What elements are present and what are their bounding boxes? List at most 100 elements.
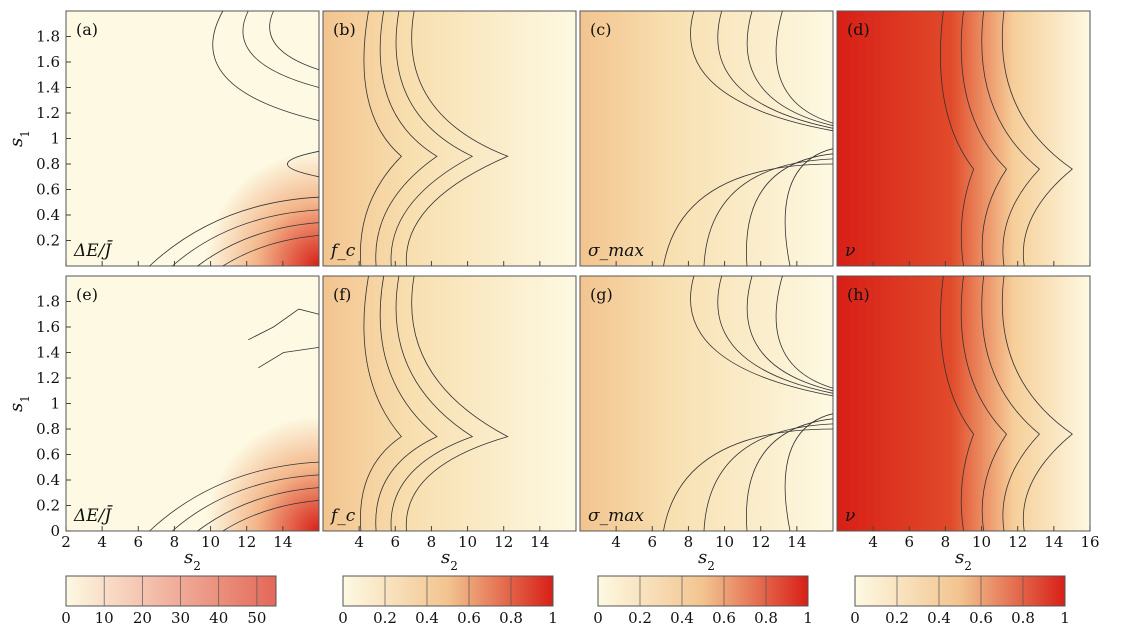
contour-line: [746, 10, 834, 127]
x-tick-label: 8: [427, 533, 437, 551]
colorbar-tick-label: 0.2: [885, 609, 909, 627]
panel-label: (b): [333, 20, 356, 39]
colorbar-tick-label: 0: [61, 609, 71, 627]
contour-line: [960, 275, 1008, 532]
panel-frame: [579, 10, 834, 267]
heatmap-field: [323, 276, 576, 531]
colorbar-3: 0 0.2 0.4 0.6 0.8 1: [850, 575, 1070, 627]
x-tick-label: 10: [972, 533, 991, 551]
x-tick-label: 6: [648, 533, 658, 551]
contour-line: [149, 461, 320, 532]
contour-line: [242, 10, 320, 88]
x-tick-label: 8: [941, 533, 951, 551]
x-tick-label: 14: [787, 533, 806, 551]
colorbar-tick-label: 40: [209, 609, 228, 627]
x-tick-label: 4: [97, 533, 107, 551]
contour-line: [375, 275, 438, 532]
x-axis-title: s2: [955, 547, 972, 573]
contour-line: [258, 347, 320, 369]
contour-line: [287, 150, 320, 178]
x-axis-title: s2: [698, 547, 715, 573]
colorbar-tick-label: 0.4: [927, 609, 951, 627]
panel-label: (f): [333, 285, 351, 304]
y-tick-label: 1: [50, 395, 60, 413]
panel-d: (d) ν: [836, 10, 1091, 267]
axes: 0.20.40.60.811.21.41.61.82 4 6 8 10 12 14s200.…: [6, 28, 1100, 574]
x-tick-label: 12: [1008, 533, 1027, 551]
panel-frame: [579, 275, 834, 532]
contour-line: [222, 235, 320, 267]
colorbar-tick-label: 0.4: [415, 609, 439, 627]
y-tick-label: 1: [50, 130, 60, 148]
x-tick-label: 16: [1080, 533, 1099, 551]
colorbar-tick-label: 0.8: [1011, 609, 1035, 627]
quantity-label: ν: [845, 241, 855, 261]
colorbar-tick-label: 0: [593, 609, 603, 627]
colorbar-tick-label: 1: [548, 609, 558, 627]
y-tick-label: 0.2: [36, 497, 60, 515]
contour-lines: [663, 275, 834, 532]
panel-f: (f) f_c: [322, 275, 577, 532]
x-tick-label: 6: [905, 533, 915, 551]
contour-line: [172, 474, 320, 532]
x-axis-title: s2: [184, 547, 201, 573]
colorbar-tick-label: 0.2: [628, 609, 652, 627]
x-tick-label: 6: [134, 533, 144, 551]
x-tick-label: 14: [1044, 533, 1063, 551]
contour-line: [940, 10, 975, 267]
y-tick-label: 0.4: [36, 471, 60, 489]
colorbar-tick-label: 10: [95, 609, 114, 627]
x-tick-label: 6: [391, 533, 401, 551]
contour-line: [405, 10, 509, 267]
colorbar-0: 0 10 20 30 40 50: [61, 575, 277, 627]
contour-line: [269, 10, 320, 71]
contour-line: [775, 10, 834, 124]
contour-line: [1001, 275, 1073, 532]
x-tick-label: 4: [354, 533, 364, 551]
x-tick-label: 10: [715, 533, 734, 551]
contour-line: [360, 10, 402, 267]
x-tick-label: 14: [530, 533, 549, 551]
colorbar-tick-label: 0.4: [670, 609, 694, 627]
contour-line: [1001, 10, 1073, 267]
panel-label: (g): [590, 285, 613, 304]
colorbar-tick-label: 0.2: [373, 609, 397, 627]
colorbar-tick-label: 0: [338, 609, 348, 627]
y-tick-label: 0.6: [36, 181, 60, 199]
heatmap-field: [837, 276, 1090, 531]
y-axis-title-bottom: s1: [6, 395, 32, 412]
contour-line: [360, 275, 402, 532]
contour-line: [981, 10, 1040, 267]
colorbar-tick-label: 0.8: [499, 609, 523, 627]
colorbar-tick-label: 30: [171, 609, 190, 627]
heatmap-field: [66, 276, 319, 531]
colorbar-tick-label: 0.8: [754, 609, 778, 627]
contour-lines: [149, 308, 320, 532]
y-tick-label: 1.2: [36, 369, 60, 387]
y-axis-title-top: s1: [6, 130, 32, 147]
panel-a: (a) ΔE/J̄: [65, 10, 320, 267]
x-tick-label: 10: [201, 533, 220, 551]
contour-line: [248, 308, 320, 341]
contour-lines: [663, 10, 834, 267]
y-tick-label: 1.8: [36, 28, 60, 46]
x-tick-label: 2: [61, 533, 71, 551]
contour-line: [717, 10, 834, 129]
quantity-label: ΔE/J̄: [73, 504, 113, 526]
panel-c: (c) σ_max: [579, 10, 834, 267]
contour-lines: [149, 10, 320, 267]
x-tick-label: 4: [611, 533, 621, 551]
y-tick-label: 1.6: [36, 318, 60, 336]
x-tick-label: 12: [494, 533, 513, 551]
contour-lines: [360, 10, 509, 267]
y-tick-label: 0.4: [36, 206, 60, 224]
x-tick-label: 14: [273, 533, 292, 551]
colorbar-gradient: [597, 575, 809, 607]
contour-line: [703, 158, 834, 267]
heatmap-field: [837, 11, 1090, 266]
y-tick-label: 0.8: [36, 155, 60, 173]
panel-label: (a): [76, 20, 98, 39]
panel-frame: [322, 10, 577, 267]
x-axis-title: s2: [441, 547, 458, 573]
